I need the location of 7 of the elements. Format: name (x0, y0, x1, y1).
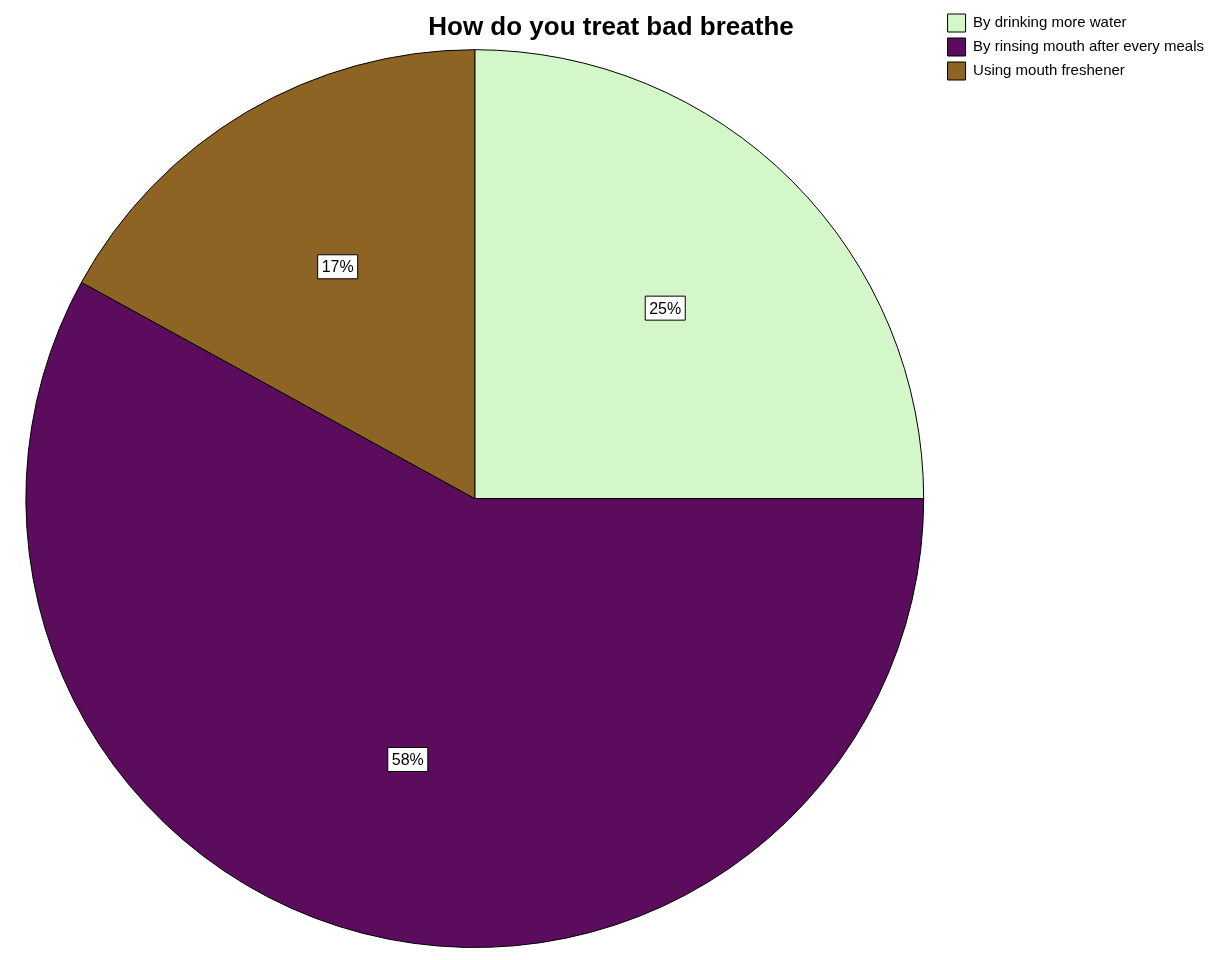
legend-label: Using mouth freshener (973, 61, 1125, 79)
chart-title: How do you treat bad breathe (428, 10, 794, 41)
legend-label: By drinking more water (973, 13, 1127, 31)
legend-label: By rinsing mouth after every meals (973, 37, 1205, 55)
data-label: 58% (391, 750, 424, 768)
data-label: 17% (321, 258, 354, 276)
data-label: 25% (649, 299, 682, 317)
